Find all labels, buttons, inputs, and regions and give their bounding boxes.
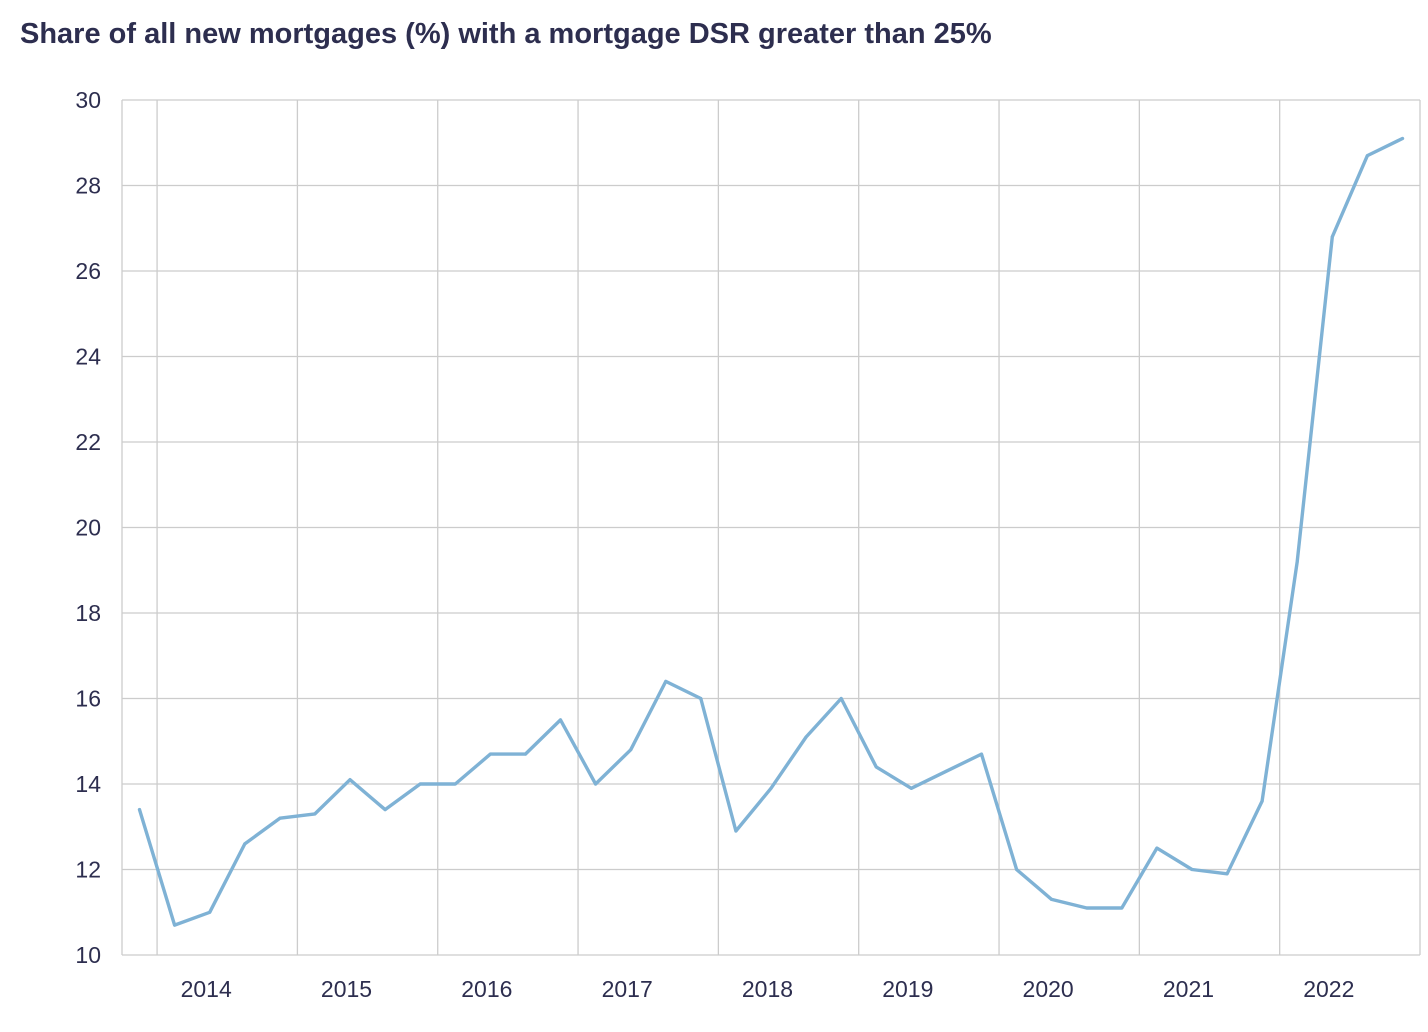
x-tick-label: 2022 — [1303, 976, 1354, 1002]
x-tick-label: 2017 — [602, 976, 653, 1002]
y-tick-label: 10 — [75, 942, 101, 968]
data-point — [699, 697, 703, 700]
chart-title: Share of all new mortgages (%) with a mo… — [20, 18, 992, 50]
data-point — [383, 808, 387, 812]
data-point — [1400, 136, 1404, 140]
x-tick-label: 2019 — [882, 976, 933, 1002]
data-point — [278, 816, 282, 820]
x-axis: 2014 2015 2016 2017 2018 2019 2020 2021 2022 — [181, 976, 1355, 1002]
data-point — [979, 752, 983, 756]
data-point — [804, 735, 808, 739]
data-point — [418, 782, 422, 786]
series — [137, 136, 1405, 927]
data-point — [523, 752, 527, 756]
data-point — [734, 829, 738, 833]
y-tick-label: 22 — [75, 429, 101, 455]
x-tick-label: 2018 — [742, 976, 793, 1002]
data-point — [1085, 906, 1089, 910]
data-point — [594, 782, 598, 786]
data-point — [1295, 560, 1299, 564]
data-point — [1365, 154, 1369, 158]
data-point — [1190, 868, 1194, 871]
data-point — [348, 778, 352, 782]
data-point — [1120, 906, 1124, 910]
data-point — [138, 808, 142, 812]
y-tick-label: 28 — [75, 173, 101, 199]
grid — [121, 99, 1421, 956]
data-point — [488, 752, 492, 756]
data-point — [909, 786, 913, 790]
data-point — [208, 910, 212, 914]
y-tick-label: 26 — [75, 258, 101, 284]
data-point — [769, 786, 773, 790]
y-tick-label: 16 — [75, 686, 101, 712]
x-tick-label: 2015 — [321, 976, 372, 1002]
data-point — [1260, 799, 1264, 803]
data-point — [559, 718, 563, 722]
x-tick-label: 2020 — [1023, 976, 1074, 1002]
y-axis: 10 12 14 16 18 20 22 24 26 28 30 — [75, 87, 101, 968]
y-tick-label: 12 — [75, 857, 101, 883]
data-point — [944, 769, 948, 773]
x-tick-label: 2016 — [461, 976, 512, 1002]
data-point — [313, 812, 317, 816]
x-tick-label: 2014 — [181, 976, 232, 1002]
y-tick-label: 18 — [75, 600, 101, 626]
data-point — [453, 782, 457, 786]
y-tick-label: 14 — [75, 771, 101, 797]
data-point — [1015, 868, 1019, 871]
data-point — [874, 765, 878, 769]
series-line — [137, 136, 1405, 927]
data-point — [173, 923, 177, 927]
y-tick-label: 24 — [75, 344, 101, 370]
data-point — [839, 697, 843, 700]
data-point — [1330, 235, 1334, 239]
x-tick-label: 2021 — [1163, 976, 1214, 1002]
y-tick-label: 30 — [75, 87, 101, 113]
data-point — [629, 748, 633, 752]
data-point — [243, 842, 247, 846]
data-point — [664, 679, 668, 683]
data-point — [1050, 897, 1054, 901]
data-point — [1225, 872, 1229, 876]
data-point — [1155, 846, 1159, 850]
y-tick-label: 20 — [75, 515, 101, 541]
